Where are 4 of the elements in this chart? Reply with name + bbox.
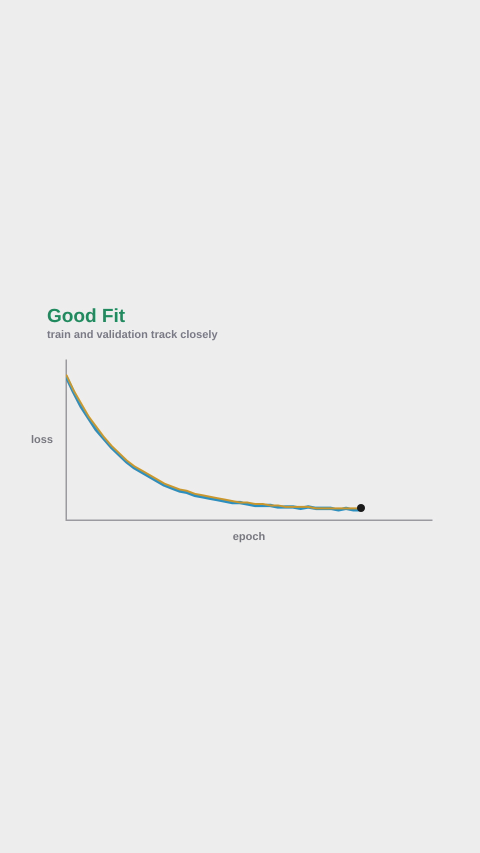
y-axis-title: loss [30, 434, 54, 446]
chart-subtitle: train and validation track closely [47, 329, 218, 341]
x-axis-title: epoch [232, 531, 266, 544]
chart-title: Good Fit [47, 306, 126, 328]
